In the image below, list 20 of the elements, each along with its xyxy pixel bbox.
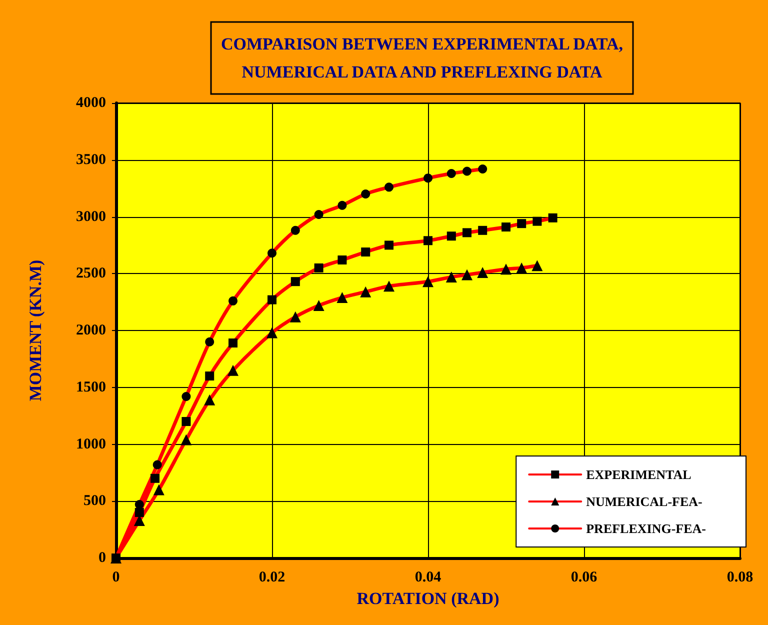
y-tick-label: 0 bbox=[98, 550, 106, 566]
y-axis-title: MOMENT (KN.M) bbox=[26, 260, 45, 402]
y-tick-label: 1000 bbox=[76, 436, 106, 452]
y-tick-label: 500 bbox=[84, 493, 106, 510]
x-tick-label: 0.04 bbox=[414, 570, 442, 586]
y-tick-label: 3500 bbox=[76, 152, 106, 168]
x-tick-label: 0.08 bbox=[726, 570, 754, 586]
x-axis-title: ROTATION (RAD) bbox=[356, 588, 500, 608]
y-tick-label: 3000 bbox=[76, 208, 106, 225]
chart-title: COMPARISON BETWEEN EXPERIMENTAL DATA, NUMERICAL DATA AND PREFLEXING DATA bbox=[220, 34, 624, 82]
legend-label: EXPERIMENTAL bbox=[586, 467, 692, 482]
legend-label: NUMERICAL-FEA- bbox=[586, 494, 702, 509]
x-tick-label: 0 bbox=[112, 570, 120, 586]
legend-label: PREFLEXING-FEA- bbox=[586, 521, 706, 536]
y-tick-label: 2000 bbox=[76, 322, 106, 338]
y-tick-label: 4000 bbox=[76, 95, 106, 111]
y-tick-label: 1500 bbox=[76, 379, 106, 396]
x-tick-label: 0.06 bbox=[570, 570, 598, 586]
y-tick-label: 2500 bbox=[76, 266, 106, 282]
x-tick-label: 0.02 bbox=[258, 570, 286, 586]
